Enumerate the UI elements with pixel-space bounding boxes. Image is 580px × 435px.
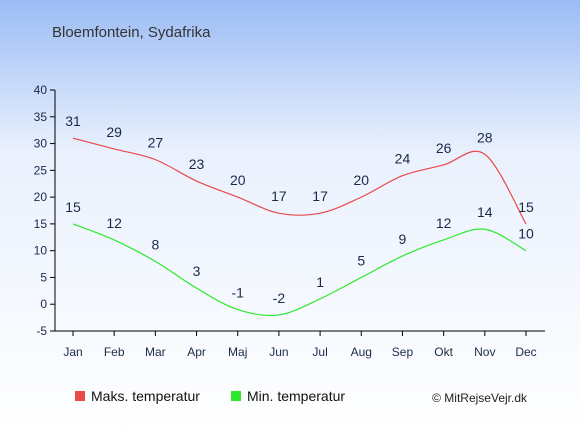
data-label: 24 <box>395 151 411 167</box>
legend-swatch <box>75 391 85 401</box>
y-tick-label: 0 <box>40 297 47 311</box>
data-label: 23 <box>189 156 205 172</box>
y-tick-label: 40 <box>34 83 48 97</box>
data-label: 3 <box>193 263 201 279</box>
x-tick-label: Nov <box>474 345 495 359</box>
data-label: 20 <box>353 172 369 188</box>
y-tick-label: 20 <box>34 190 48 204</box>
data-label: 27 <box>148 135 164 151</box>
data-label: 12 <box>436 215 452 231</box>
series-line-1 <box>72 223 527 317</box>
y-tick-label: 35 <box>34 110 48 124</box>
x-tick-label: Sep <box>392 345 414 359</box>
legend-label: Maks. temperatur <box>91 388 200 404</box>
chart-title: Bloemfontein, Sydafrika <box>52 24 211 41</box>
x-tick-label: Maj <box>228 345 247 359</box>
x-tick-label: Mar <box>145 345 166 359</box>
data-label: 5 <box>357 252 365 268</box>
data-label: 20 <box>230 172 246 188</box>
data-label: 1 <box>316 274 324 290</box>
data-label: 31 <box>65 113 81 129</box>
x-tick-label: Feb <box>104 345 125 359</box>
y-tick-label: 10 <box>34 244 48 258</box>
legend-swatch <box>231 391 241 401</box>
data-label: 29 <box>106 124 122 140</box>
legend-label: Min. temperatur <box>247 388 345 404</box>
legend: Maks. temperatur Min. temperatur <box>75 388 345 404</box>
x-tick-label: Apr <box>187 345 206 359</box>
x-tick-label: Aug <box>351 345 372 359</box>
x-tick-label: Jun <box>269 345 288 359</box>
data-label: 14 <box>477 204 493 220</box>
x-tick-label: Dec <box>515 345 536 359</box>
data-label: 12 <box>106 215 122 231</box>
data-label: 26 <box>436 140 452 156</box>
y-tick-label: 5 <box>40 270 47 284</box>
data-label: 15 <box>518 199 534 215</box>
y-tick-label: 30 <box>34 137 48 151</box>
series-lines <box>72 137 527 317</box>
data-label: -1 <box>232 285 245 301</box>
data-label: -2 <box>273 290 286 306</box>
x-tick-label: Jan <box>63 345 82 359</box>
x-tick-label: Okt <box>434 345 453 359</box>
copyright-text: © MitRejseVejr.dk <box>432 391 528 405</box>
x-tick-label: Jul <box>312 345 327 359</box>
data-label: 15 <box>65 199 81 215</box>
y-tick-label: 15 <box>34 217 48 231</box>
y-tick-label: 25 <box>34 163 48 177</box>
data-label: 28 <box>477 129 493 145</box>
data-label: 17 <box>312 188 328 204</box>
data-label: 8 <box>151 236 159 252</box>
series-line-0 <box>72 137 527 225</box>
y-tick-label: -5 <box>36 324 47 338</box>
data-label: 17 <box>271 188 287 204</box>
data-label: 10 <box>518 226 534 242</box>
data-label: 9 <box>399 231 407 247</box>
